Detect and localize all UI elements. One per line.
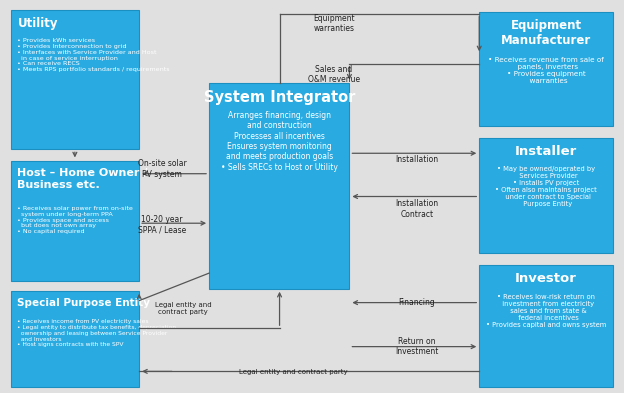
Text: Installation
Contract: Installation Contract <box>395 199 439 219</box>
Text: Special Purpose Entity: Special Purpose Entity <box>17 298 150 308</box>
Text: 10-20 year
SPPA / Lease: 10-20 year SPPA / Lease <box>138 215 187 235</box>
Text: Financing: Financing <box>399 298 435 307</box>
Text: Equipment
Manufacturer: Equipment Manufacturer <box>501 19 591 47</box>
Text: Installation: Installation <box>395 156 439 164</box>
Text: Legal entity and contract party: Legal entity and contract party <box>239 369 348 375</box>
Text: • Receives income from PV electricity sales
• Legal entity to distribute tax ben: • Receives income from PV electricity sa… <box>17 319 178 347</box>
Text: On-site solar
PV system: On-site solar PV system <box>138 159 187 179</box>
FancyBboxPatch shape <box>11 291 139 387</box>
FancyBboxPatch shape <box>479 265 613 387</box>
Text: Investor: Investor <box>515 272 577 285</box>
Text: Utility: Utility <box>17 17 58 30</box>
Text: • Receives low-risk return on
  investment from electricity
  sales and from sta: • Receives low-risk return on investment… <box>486 294 606 328</box>
FancyBboxPatch shape <box>479 12 613 126</box>
Text: Legal entity and
contract party: Legal entity and contract party <box>155 302 211 315</box>
Text: • May be owned/operated by
  Services Provider
• Installs PV project
• Often als: • May be owned/operated by Services Prov… <box>495 166 597 207</box>
Text: Sales and
O&M revenue: Sales and O&M revenue <box>308 65 360 84</box>
Text: Arranges financing, design
and construction
Processes all incentives
Ensures sys: Arranges financing, design and construct… <box>221 111 338 172</box>
Text: • Receives solar power from on-site
  system under long-term PPA
• Provides spac: • Receives solar power from on-site syst… <box>17 206 134 234</box>
Text: • Provides kWh services
• Provides Interconnection to grid
• Interfaces with Ser: • Provides kWh services • Provides Inter… <box>17 38 170 72</box>
FancyBboxPatch shape <box>479 138 613 253</box>
Text: • Receives revenue from sale of
  panels, inverters
• Provides equipment
  warra: • Receives revenue from sale of panels, … <box>488 57 604 84</box>
Text: System Integrator: System Integrator <box>203 90 355 105</box>
Text: Return on
Investment: Return on Investment <box>395 337 439 356</box>
FancyBboxPatch shape <box>11 10 139 149</box>
Text: Host – Home Owner /
Business etc.: Host – Home Owner / Business etc. <box>17 168 148 190</box>
Text: Installer: Installer <box>515 145 577 158</box>
FancyBboxPatch shape <box>209 83 349 289</box>
Text: Equipment
warranties: Equipment warranties <box>313 14 354 33</box>
FancyBboxPatch shape <box>11 161 139 281</box>
